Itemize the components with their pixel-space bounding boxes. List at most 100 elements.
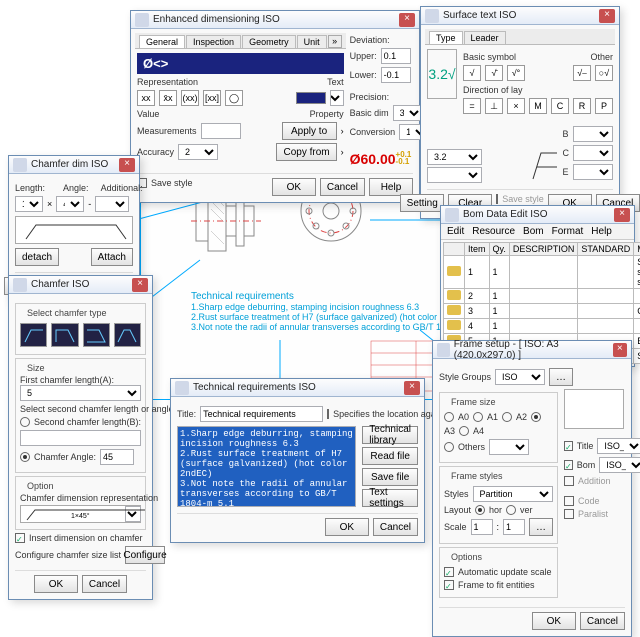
b-select[interactable] [573,126,613,142]
rep-button[interactable]: ◯ [225,90,243,106]
titlebar[interactable]: Enhanced dimensioning ISO × [131,11,419,29]
tab-unit[interactable]: Unit [297,35,327,48]
close-icon[interactable]: × [599,9,615,23]
addition-check[interactable] [564,476,574,486]
size-a4-radio[interactable] [459,426,469,436]
rep-button[interactable]: x̄x [159,90,177,106]
text-color-select[interactable] [330,90,344,106]
read-file-button[interactable]: Read file [362,447,418,465]
menu-edit[interactable]: Edit [447,226,464,237]
scale-more-button[interactable]: … [529,518,553,536]
titlebar[interactable]: Surface text ISO × [421,7,619,25]
detach-button[interactable]: detach [15,248,59,266]
length-select[interactable]: 1 [15,196,43,212]
close-icon[interactable]: × [613,343,628,357]
save-file-button[interactable]: Save file [362,468,418,486]
cancel-button[interactable]: Cancel [580,612,625,630]
technical-library-button[interactable]: Technical library [362,426,418,444]
type-button[interactable] [83,323,110,347]
scale-a-input[interactable] [471,519,493,535]
c-select[interactable] [573,145,613,161]
setting-button[interactable]: Setting [400,194,444,212]
basic-sym-button[interactable]: √̄ [485,65,503,81]
cancel-button[interactable]: Cancel [320,178,365,196]
layout-hor-radio[interactable] [475,505,485,515]
dir-button[interactable]: C [551,98,569,114]
dir-button[interactable]: ⊥ [485,98,503,114]
size-a3-radio[interactable] [531,412,541,422]
type-button[interactable] [51,323,78,347]
lower-input[interactable] [381,67,411,83]
size-a0-radio[interactable] [444,412,454,422]
tab-overflow[interactable]: » [328,35,342,48]
dir-button[interactable]: = [463,98,481,114]
text-color-swatch[interactable] [296,92,326,104]
menu-bom[interactable]: Bom [523,226,544,237]
angle-select[interactable]: 45 [56,196,84,212]
close-icon[interactable]: × [399,13,415,27]
dir-button[interactable]: R [573,98,591,114]
table-row[interactable]: 31C60 [444,304,640,319]
tab-leader[interactable]: Leader [464,31,506,44]
basicdim-select[interactable]: 3 [393,105,423,121]
titlebar[interactable]: Chamfer dim ISO × [9,156,139,174]
dir-button[interactable]: P [595,98,613,114]
bom-check[interactable] [564,460,573,470]
size-a2-radio[interactable] [502,412,512,422]
menu-format[interactable]: Format [552,226,584,237]
titlebar[interactable]: Technical requirements ISO × [171,379,424,397]
styles-select[interactable]: Partition [473,486,554,502]
specify-location-check[interactable] [327,409,329,419]
tab-geometry[interactable]: Geometry [242,35,296,48]
tab-type[interactable]: Type [429,31,463,44]
configure-button[interactable]: Configure [125,546,165,564]
ok-button[interactable]: OK [532,612,576,630]
chamfer-angle-input[interactable] [100,449,134,465]
rep-button[interactable]: xx [137,90,155,106]
cancel-button[interactable]: Cancel [373,518,418,536]
layout-ver-radio[interactable] [506,505,516,515]
others-select[interactable] [489,439,529,455]
rep-button[interactable]: (xx) [181,90,199,106]
table-row[interactable]: 21 [444,289,640,304]
additional-select[interactable] [95,196,129,212]
title-select[interactable]: ISO_Title_A [597,438,640,454]
rep-button[interactable]: [xx] [203,90,221,106]
auto-scale-check[interactable] [444,567,454,577]
paralist-check[interactable] [564,509,574,519]
menu-help[interactable]: Help [591,226,612,237]
ok-button[interactable]: OK [272,178,316,196]
menu-resource[interactable]: Resource [472,226,515,237]
second-length-radio[interactable] [20,417,30,427]
size-others-radio[interactable] [444,442,454,452]
title-check[interactable] [564,441,573,451]
copy-from-button[interactable]: Copy from [276,143,336,161]
basic-sym-button[interactable]: √ [463,65,481,81]
chamfer-angle-radio[interactable] [20,452,30,462]
size-a1-radio[interactable] [473,412,483,422]
table-row[interactable]: 41 [444,319,640,334]
ok-button[interactable]: OK [325,518,369,536]
text-settings-button[interactable]: Text settings [362,489,418,507]
apply-to-button[interactable]: Apply to [282,122,337,140]
val-b-select[interactable] [427,167,482,183]
second-length-input[interactable] [20,430,141,446]
other-sym-button[interactable]: ○√ [595,65,613,81]
other-sym-button[interactable]: √⎯ [573,65,591,81]
tab-inspection[interactable]: Inspection [186,35,241,48]
tab-general[interactable]: General [139,35,185,48]
code-check[interactable] [564,496,574,506]
type-button[interactable] [114,323,141,347]
type-button[interactable] [20,323,47,347]
body-textarea[interactable]: 1.Sharp edge deburring, stamping incisio… [177,426,356,507]
fit-entities-check[interactable] [444,580,454,590]
upper-input[interactable] [381,48,411,64]
close-icon[interactable]: × [119,158,135,172]
scale-b-input[interactable] [503,519,525,535]
title-input[interactable] [200,406,323,422]
titlebar[interactable]: Chamfer ISO × [9,276,152,294]
dir-button[interactable]: M [529,98,547,114]
attach-button[interactable]: Attach [91,248,133,266]
first-length-select[interactable]: 5 [20,385,141,401]
accuracy-select[interactable]: 2 [178,144,218,160]
